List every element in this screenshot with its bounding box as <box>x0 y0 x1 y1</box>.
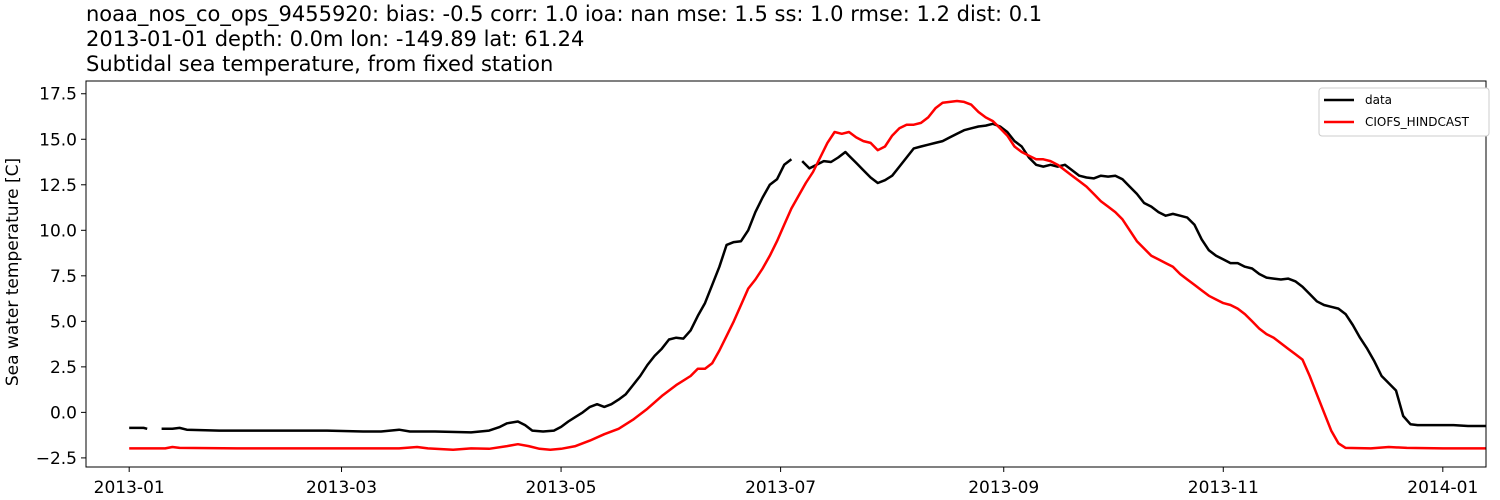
tick-marks: 2013-01 2013-03 2013-05 2013-07 2013-09 2013-… <box>36 85 1479 498</box>
y-tick-label: 17.5 <box>39 85 77 105</box>
axes <box>85 80 1487 468</box>
y-tick-label: 2.5 <box>50 358 77 378</box>
axes-frame <box>85 80 1487 468</box>
y-tick-label: 12.5 <box>39 176 77 196</box>
y-tick-label: 5.0 <box>50 312 77 332</box>
title-description-line: Subtidal sea temperature, from fixed sta… <box>86 52 554 76</box>
title-stats-line: noaa_nos_co_ops_9455920: bias: -0.5 corr… <box>86 2 1043 26</box>
x-tick-label: 2013-09 <box>968 478 1039 498</box>
x-tick-label: 2013-03 <box>306 478 377 498</box>
legend: data CIOFS_HINDCAST <box>1318 87 1490 137</box>
chart-title: noaa_nos_co_ops_9455920: bias: -0.5 corr… <box>86 2 1486 77</box>
x-tick-label: 2014-01 <box>1407 478 1478 498</box>
x-tick-label: 2013-05 <box>526 478 597 498</box>
y-tick-label: 7.5 <box>50 267 77 287</box>
x-tick-label: 2013-01 <box>94 478 165 498</box>
y-tick-label: 0.0 <box>50 403 77 423</box>
series-line-data-seg-2 <box>801 122 1486 428</box>
series-line-data-seg-1 <box>161 158 793 434</box>
x-tick-label: 2013-07 <box>745 478 816 498</box>
legend-box <box>1318 87 1490 137</box>
series-line-ciofs-hindcast-seg-0 <box>129 99 1486 451</box>
y-axis-label: Sea water temperature [C] <box>3 158 23 386</box>
x-tick-label: 2013-11 <box>1188 478 1259 498</box>
legend-label-data: data <box>1365 93 1392 107</box>
series-lines <box>129 99 1486 451</box>
y-tick-label: 10.0 <box>39 221 77 241</box>
y-tick-label: 15.0 <box>39 130 77 150</box>
title-location-line: 2013-01-01 depth: 0.0m lon: -149.89 lat:… <box>86 27 585 51</box>
legend-label-ciofs-hindcast: CIOFS_HINDCAST <box>1365 115 1470 129</box>
series-line-data-seg-0 <box>129 426 148 431</box>
y-tick-label: −2.5 <box>36 449 77 469</box>
